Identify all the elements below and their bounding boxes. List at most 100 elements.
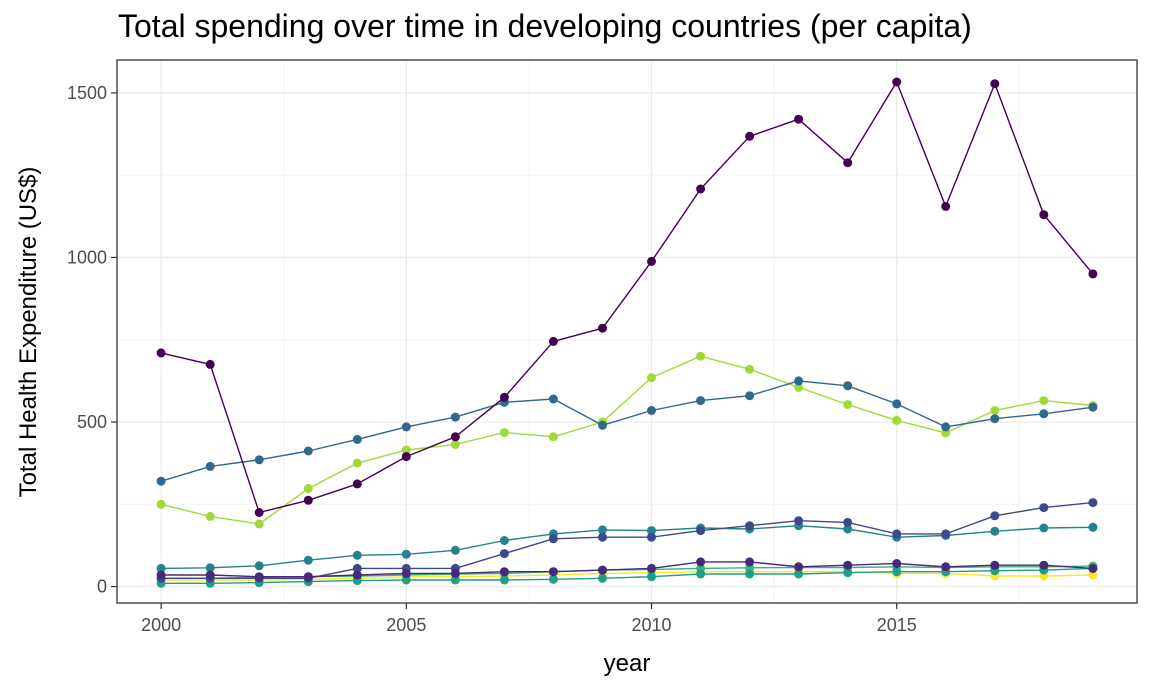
data-point — [892, 559, 902, 568]
x-tick-label: 2015 — [877, 615, 917, 635]
data-point — [892, 77, 902, 87]
data-point — [1039, 560, 1049, 570]
data-point — [401, 549, 411, 559]
data-point — [794, 114, 804, 124]
data-point — [941, 422, 951, 432]
data-point — [254, 455, 264, 465]
data-point — [745, 364, 755, 374]
data-point — [1088, 402, 1098, 412]
data-point — [548, 394, 558, 404]
data-point — [598, 525, 607, 535]
data-point — [843, 568, 853, 578]
data-point — [401, 422, 411, 432]
data-point — [548, 432, 558, 442]
series-line — [160, 355, 1093, 525]
data-point — [696, 526, 706, 536]
data-point — [696, 396, 706, 406]
chart-title: Total spending over time in developing c… — [118, 8, 972, 44]
data-point — [1039, 210, 1049, 220]
data-point — [647, 373, 656, 383]
data-point — [598, 573, 607, 583]
data-point — [843, 158, 853, 168]
data-point — [696, 351, 706, 361]
data-point — [352, 570, 362, 580]
data-point — [1088, 563, 1098, 573]
data-point — [843, 381, 853, 391]
series-line — [160, 380, 1093, 482]
data-point — [205, 570, 215, 580]
data-point — [352, 563, 362, 573]
data-point — [647, 406, 656, 415]
data-point — [647, 526, 656, 536]
data-point — [254, 519, 264, 529]
data-point — [1088, 498, 1098, 508]
data-point — [156, 570, 166, 580]
data-point — [450, 432, 460, 442]
data-point — [254, 508, 264, 517]
data-point — [352, 550, 362, 560]
data-point — [598, 565, 607, 575]
data-point — [941, 562, 951, 572]
data-point — [254, 561, 264, 571]
data-point — [892, 415, 902, 425]
axis-ticks: 2000 2005 2010 2015 0 500 1000 1500 — [67, 83, 917, 635]
data-point — [990, 511, 1000, 521]
data-point — [647, 256, 656, 266]
data-point — [303, 555, 313, 565]
series-line — [161, 571, 1093, 581]
data-point — [941, 529, 951, 539]
data-point — [499, 549, 509, 559]
data-point — [1039, 409, 1049, 419]
data-point — [303, 572, 313, 582]
data-point — [499, 392, 509, 402]
data-point — [401, 568, 411, 578]
series-line — [161, 561, 1093, 578]
series-group — [156, 376, 1098, 486]
data-point — [548, 534, 558, 544]
data-point — [156, 348, 166, 358]
data-point — [647, 563, 656, 573]
data-point — [401, 452, 411, 462]
data-point — [794, 516, 804, 526]
data-point — [352, 479, 362, 489]
data-point — [1088, 269, 1098, 279]
data-point — [843, 524, 853, 534]
data-point — [303, 446, 313, 456]
data-point — [941, 201, 951, 211]
y-tick-label: 0 — [97, 577, 107, 597]
data-point — [205, 359, 215, 369]
data-point — [990, 526, 1000, 536]
data-point — [499, 428, 509, 437]
data-point — [598, 532, 607, 542]
plot-border — [116, 59, 1138, 604]
data-point — [548, 574, 558, 584]
x-tick-label: 2000 — [141, 615, 181, 635]
data-point — [990, 414, 1000, 424]
x-tick-label: 2010 — [631, 615, 671, 635]
data-point — [696, 569, 706, 579]
data-point — [794, 562, 804, 572]
data-point — [1039, 396, 1049, 406]
data-point — [598, 420, 607, 430]
data-point — [647, 532, 656, 542]
data-point — [254, 572, 264, 582]
data-point — [156, 563, 166, 573]
data-point — [205, 461, 215, 471]
data-point — [990, 406, 1000, 415]
data-point — [1039, 503, 1049, 513]
y-axis-title: Total Health Expenditure (US$) — [15, 167, 42, 498]
data-point — [156, 476, 166, 486]
data-point — [892, 399, 902, 409]
data-point — [1088, 522, 1098, 532]
data-point — [794, 382, 804, 392]
data-point — [205, 511, 215, 521]
y-tick-label: 1000 — [67, 247, 107, 267]
data-point — [598, 323, 607, 333]
series-group — [156, 498, 1098, 583]
data-point — [892, 567, 902, 577]
data-point — [745, 131, 755, 141]
x-axis-title: year — [604, 650, 651, 677]
data-point — [1088, 570, 1098, 580]
data-point — [990, 560, 1000, 570]
